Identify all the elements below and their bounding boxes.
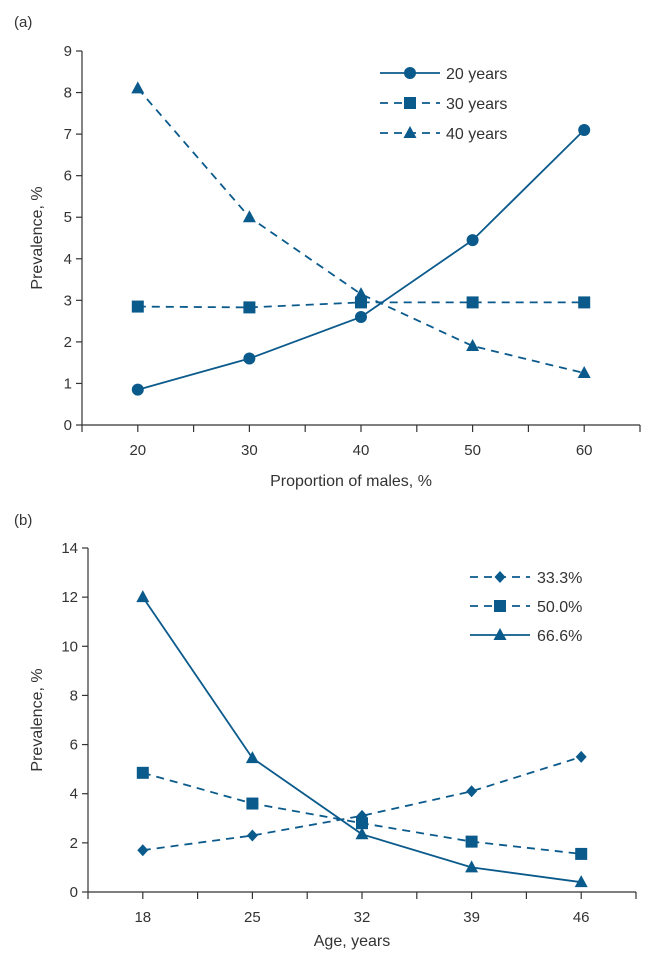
x-tick-label: 40 xyxy=(353,442,370,459)
data-point xyxy=(466,339,480,352)
x-axis-title: Proportion of males, % xyxy=(270,473,432,490)
y-axis-title: Prevalence, % xyxy=(29,668,46,771)
data-point xyxy=(578,296,591,309)
data-point xyxy=(356,817,368,830)
x-tick-label: 32 xyxy=(354,909,371,926)
legend-label: 30 years xyxy=(446,96,507,113)
series-triangle xyxy=(136,590,588,888)
legend-label: 66.6% xyxy=(537,628,582,645)
data-point xyxy=(131,81,145,94)
y-tick-label: 6 xyxy=(64,168,72,185)
series-line xyxy=(137,87,585,374)
series-diamond xyxy=(137,750,587,857)
x-tick-label: 18 xyxy=(134,909,151,926)
x-axis-title: Age, years xyxy=(314,933,390,950)
legend: 20 years 30 years 40 years xyxy=(380,66,507,143)
y-tick-label: 8 xyxy=(70,687,78,704)
data-point xyxy=(246,797,259,810)
data-point xyxy=(136,766,149,779)
legend-marker xyxy=(494,571,506,583)
x-tick-label: 46 xyxy=(573,909,590,926)
x-tick-label: 30 xyxy=(241,442,258,459)
x-tick-label: 20 xyxy=(129,442,146,459)
x-tick-label: 60 xyxy=(576,442,593,459)
series-line xyxy=(137,301,585,309)
series-square xyxy=(136,766,588,860)
data-point xyxy=(466,296,479,309)
data-point xyxy=(465,835,478,848)
series-square xyxy=(131,296,591,314)
legend-label: 50.0% xyxy=(537,599,582,616)
x-tick-label: 39 xyxy=(463,909,480,926)
data-point xyxy=(466,785,478,798)
series-triangle xyxy=(131,81,591,379)
y-tick-label: 8 xyxy=(64,85,72,102)
data-point xyxy=(355,310,367,323)
y-tick-label: 14 xyxy=(61,540,78,557)
legend-marker xyxy=(403,126,417,138)
legend-label: 40 years xyxy=(446,126,507,143)
x-tick-label: 50 xyxy=(464,442,481,459)
y-tick-label: 12 xyxy=(61,589,78,606)
data-point xyxy=(246,829,258,842)
data-point xyxy=(575,847,588,860)
data-point xyxy=(243,352,256,365)
series-circle xyxy=(131,123,591,396)
y-tick-label: 4 xyxy=(64,251,72,268)
data-point xyxy=(355,296,367,309)
data-point xyxy=(136,590,150,603)
y-tick-label: 10 xyxy=(61,638,78,655)
y-tick-label: 0 xyxy=(64,417,72,434)
y-axis-title: Prevalence, % xyxy=(29,186,46,289)
data-point xyxy=(243,301,256,314)
series-line xyxy=(137,129,585,391)
y-tick-label: 9 xyxy=(64,43,72,60)
legend-marker xyxy=(493,628,507,640)
legend-label: 33.3% xyxy=(537,570,582,587)
y-tick-label: 7 xyxy=(64,126,72,143)
panel-label: (a) xyxy=(14,14,32,31)
y-tick-label: 5 xyxy=(64,209,72,226)
legend: 33.3% 50.0% 66.6% xyxy=(470,570,582,645)
chart-panel-a: (a) 0 1 2 3 4 5 6 7 8 9 20 30 40 50 60 Proportion of mal… xyxy=(14,14,641,490)
y-tick-label: 3 xyxy=(64,292,72,309)
y-tick-label: 1 xyxy=(64,375,72,392)
data-point xyxy=(354,287,368,300)
series-line xyxy=(142,596,582,884)
data-point xyxy=(131,300,144,313)
y-tick-label: 2 xyxy=(64,334,72,351)
legend-marker xyxy=(404,97,416,109)
data-point xyxy=(355,827,369,840)
y-tick-label: 6 xyxy=(70,737,78,754)
y-tick-label: 2 xyxy=(70,835,78,852)
data-point xyxy=(574,875,588,888)
legend-label: 20 years xyxy=(446,66,507,83)
data-point xyxy=(466,234,479,247)
data-point xyxy=(577,366,591,379)
panel-label: (b) xyxy=(14,512,32,529)
y-tick-label: 0 xyxy=(70,884,78,901)
data-point xyxy=(137,844,149,857)
series-line xyxy=(142,756,582,852)
data-point xyxy=(575,750,587,763)
x-tick-label: 25 xyxy=(244,909,261,926)
data-point xyxy=(245,751,259,764)
y-tick-label: 4 xyxy=(70,786,78,803)
data-point xyxy=(578,123,591,136)
legend-marker xyxy=(494,600,506,612)
data-point xyxy=(242,210,256,223)
data-point xyxy=(465,860,479,873)
data-point xyxy=(131,383,144,396)
legend-marker xyxy=(404,67,416,79)
